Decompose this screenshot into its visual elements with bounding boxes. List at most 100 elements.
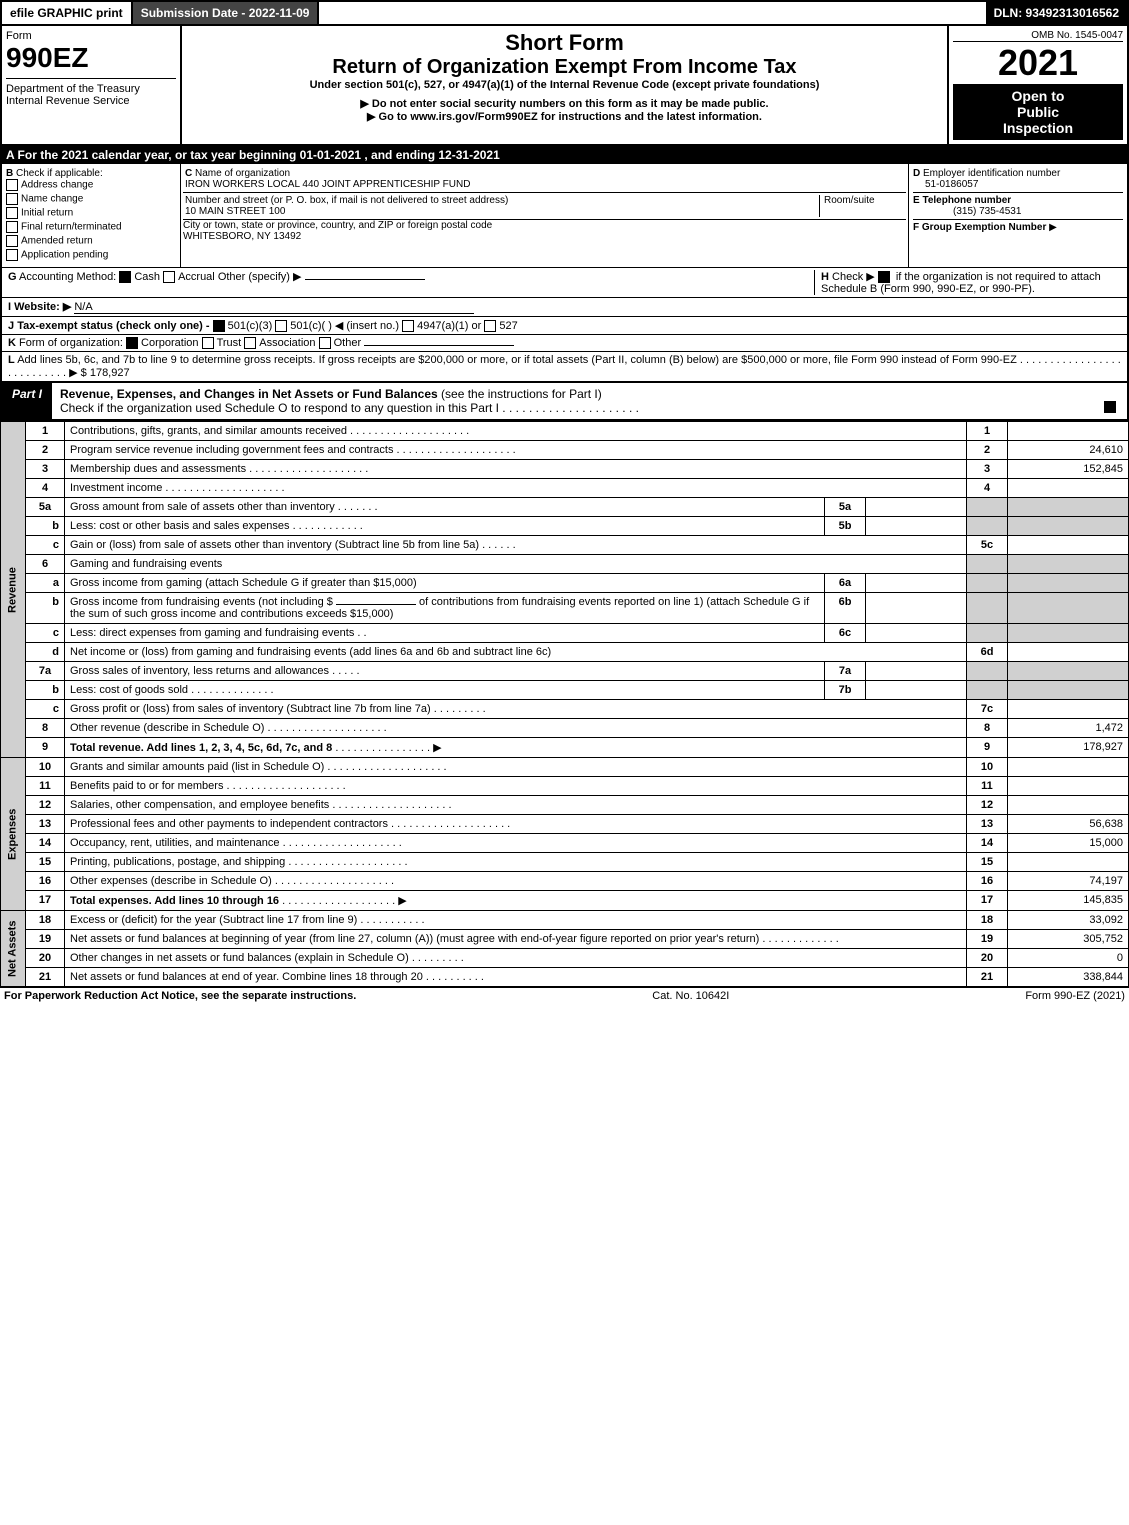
part-i-title: Revenue, Expenses, and Changes in Net As… bbox=[52, 383, 1127, 419]
line-1: Revenue 1 Contributions, gifts, grants, … bbox=[1, 422, 1129, 441]
line-7b: bLess: cost of goods sold . . . . . . . … bbox=[1, 681, 1129, 700]
line-13: 13Professional fees and other payments t… bbox=[1, 815, 1129, 834]
check-name-change[interactable]: Name change bbox=[6, 193, 176, 205]
dept-label: Department of the Treasury bbox=[6, 78, 176, 95]
check-schedule-o[interactable] bbox=[1104, 401, 1116, 413]
line-12-value bbox=[1008, 796, 1129, 815]
line-6d: dNet income or (loss) from gaming and fu… bbox=[1, 643, 1129, 662]
check-amended-return[interactable]: Amended return bbox=[6, 235, 176, 247]
check-cash[interactable] bbox=[119, 271, 131, 283]
line-16-value: 74,197 bbox=[1008, 872, 1129, 891]
line-1-value bbox=[1008, 422, 1129, 441]
line-8-value: 1,472 bbox=[1008, 719, 1129, 738]
part-i-header: Part I Revenue, Expenses, and Changes in… bbox=[0, 382, 1129, 421]
form-header: Form 990EZ Department of the Treasury In… bbox=[0, 26, 1129, 146]
line-19-value: 305,752 bbox=[1008, 930, 1129, 949]
page-footer: For Paperwork Reduction Act Notice, see … bbox=[0, 987, 1129, 1004]
line-7c-value bbox=[1008, 700, 1129, 719]
website-value: N/A bbox=[74, 301, 474, 314]
return-title: Return of Organization Exempt From Incom… bbox=[186, 56, 943, 79]
section-j: J Tax-exempt status (check only one) - 5… bbox=[0, 317, 1129, 335]
header-left: Form 990EZ Department of the Treasury In… bbox=[2, 26, 182, 144]
line-7a: 7aGross sales of inventory, less returns… bbox=[1, 662, 1129, 681]
check-address-change[interactable]: Address change bbox=[6, 179, 176, 191]
line-6b: bGross income from fundraising events (n… bbox=[1, 593, 1129, 624]
line-6c: cLess: direct expenses from gaming and f… bbox=[1, 624, 1129, 643]
line-17: 17Total expenses. Add lines 10 through 1… bbox=[1, 891, 1129, 911]
tax-year: 2021 bbox=[953, 42, 1123, 84]
sections-bcd: B Check if applicable: Address change Na… bbox=[0, 164, 1129, 268]
line-21-value: 338,844 bbox=[1008, 968, 1129, 987]
line-5b: bLess: cost or other basis and sales exp… bbox=[1, 517, 1129, 536]
submission-date: Submission Date - 2022-11-09 bbox=[133, 2, 320, 24]
sections-gh: G Accounting Method: Cash Accrual Other … bbox=[0, 268, 1129, 298]
section-i: I Website: ▶ N/A bbox=[0, 298, 1129, 317]
check-527[interactable] bbox=[484, 320, 496, 332]
check-501c3[interactable] bbox=[213, 320, 225, 332]
line-10: Expenses 10Grants and similar amounts pa… bbox=[1, 758, 1129, 777]
header-right: OMB No. 1545-0047 2021 Open to Public In… bbox=[947, 26, 1127, 144]
line-4-value bbox=[1008, 479, 1129, 498]
section-g: G Accounting Method: Cash Accrual Other … bbox=[8, 270, 814, 295]
line-4: 4Investment income 4 bbox=[1, 479, 1129, 498]
check-corporation[interactable] bbox=[126, 337, 138, 349]
line-17-value: 145,835 bbox=[1008, 891, 1129, 911]
line-9: 9Total revenue. Add lines 1, 2, 3, 4, 5c… bbox=[1, 738, 1129, 758]
part-i-table: Revenue 1 Contributions, gifts, grants, … bbox=[0, 421, 1129, 987]
check-association[interactable] bbox=[244, 337, 256, 349]
header-middle: Short Form Return of Organization Exempt… bbox=[182, 26, 947, 144]
line-9-value: 178,927 bbox=[1008, 738, 1129, 758]
check-4947[interactable] bbox=[402, 320, 414, 332]
gross-receipts-value: 178,927 bbox=[90, 367, 130, 379]
expenses-sidelabel: Expenses bbox=[1, 758, 26, 911]
line-2-value: 24,610 bbox=[1008, 441, 1129, 460]
check-application-pending[interactable]: Application pending bbox=[6, 249, 176, 261]
dln-number: DLN: 93492313016562 bbox=[986, 2, 1127, 24]
line-5c: cGain or (loss) from sale of assets othe… bbox=[1, 536, 1129, 555]
line-7c: cGross profit or (loss) from sales of in… bbox=[1, 700, 1129, 719]
omb-number: OMB No. 1545-0047 bbox=[953, 30, 1123, 42]
org-name: IRON WORKERS LOCAL 440 JOINT APPRENTICES… bbox=[185, 179, 470, 190]
line-8: 8Other revenue (describe in Schedule O) … bbox=[1, 719, 1129, 738]
line-6: 6Gaming and fundraising events bbox=[1, 555, 1129, 574]
line-14-value: 15,000 bbox=[1008, 834, 1129, 853]
section-c: C Name of organization IRON WORKERS LOCA… bbox=[181, 164, 908, 267]
line-6d-value bbox=[1008, 643, 1129, 662]
line-11-value bbox=[1008, 777, 1129, 796]
check-501c[interactable] bbox=[275, 320, 287, 332]
line-14: 14Occupancy, rent, utilities, and mainte… bbox=[1, 834, 1129, 853]
check-trust[interactable] bbox=[202, 337, 214, 349]
line-21: 21Net assets or fund balances at end of … bbox=[1, 968, 1129, 987]
check-schedule-b[interactable] bbox=[878, 271, 890, 283]
line-18: Net Assets 18Excess or (deficit) for the… bbox=[1, 911, 1129, 930]
short-form-title: Short Form bbox=[186, 30, 943, 56]
line-20-value: 0 bbox=[1008, 949, 1129, 968]
check-accrual[interactable] bbox=[163, 271, 175, 283]
form-word: Form bbox=[6, 30, 176, 42]
irs-label: Internal Revenue Service bbox=[6, 95, 176, 107]
under-section: Under section 501(c), 527, or 4947(a)(1)… bbox=[186, 79, 943, 91]
section-k: K Form of organization: Corporation Trus… bbox=[0, 335, 1129, 352]
line-12: 12Salaries, other compensation, and empl… bbox=[1, 796, 1129, 815]
check-final-return[interactable]: Final return/terminated bbox=[6, 221, 176, 233]
section-b: B Check if applicable: Address change Na… bbox=[2, 164, 181, 267]
line-3: 3Membership dues and assessments 3152,84… bbox=[1, 460, 1129, 479]
goto-link[interactable]: ▶ Go to www.irs.gov/Form990EZ for instru… bbox=[186, 110, 943, 123]
street-address: 10 MAIN STREET 100 bbox=[185, 206, 285, 217]
line-15: 15Printing, publications, postage, and s… bbox=[1, 853, 1129, 872]
line-5a: 5aGross amount from sale of assets other… bbox=[1, 498, 1129, 517]
do-not-enter: ▶ Do not enter social security numbers o… bbox=[186, 97, 943, 110]
line-11: 11Benefits paid to or for members 11 bbox=[1, 777, 1129, 796]
check-initial-return[interactable]: Initial return bbox=[6, 207, 176, 219]
efile-print-button[interactable]: efile GRAPHIC print bbox=[2, 2, 133, 24]
line-6a: aGross income from gaming (attach Schedu… bbox=[1, 574, 1129, 593]
footer-center: Cat. No. 10642I bbox=[652, 990, 729, 1002]
line-3-value: 152,845 bbox=[1008, 460, 1129, 479]
top-bar: efile GRAPHIC print Submission Date - 20… bbox=[0, 0, 1129, 26]
line-15-value bbox=[1008, 853, 1129, 872]
open-to-public: Open to Public Inspection bbox=[953, 84, 1123, 140]
check-other[interactable] bbox=[319, 337, 331, 349]
form-number: 990EZ bbox=[6, 42, 176, 74]
section-def: D Employer identification number 51-0186… bbox=[908, 164, 1127, 267]
footer-right: Form 990-EZ (2021) bbox=[1025, 990, 1125, 1002]
